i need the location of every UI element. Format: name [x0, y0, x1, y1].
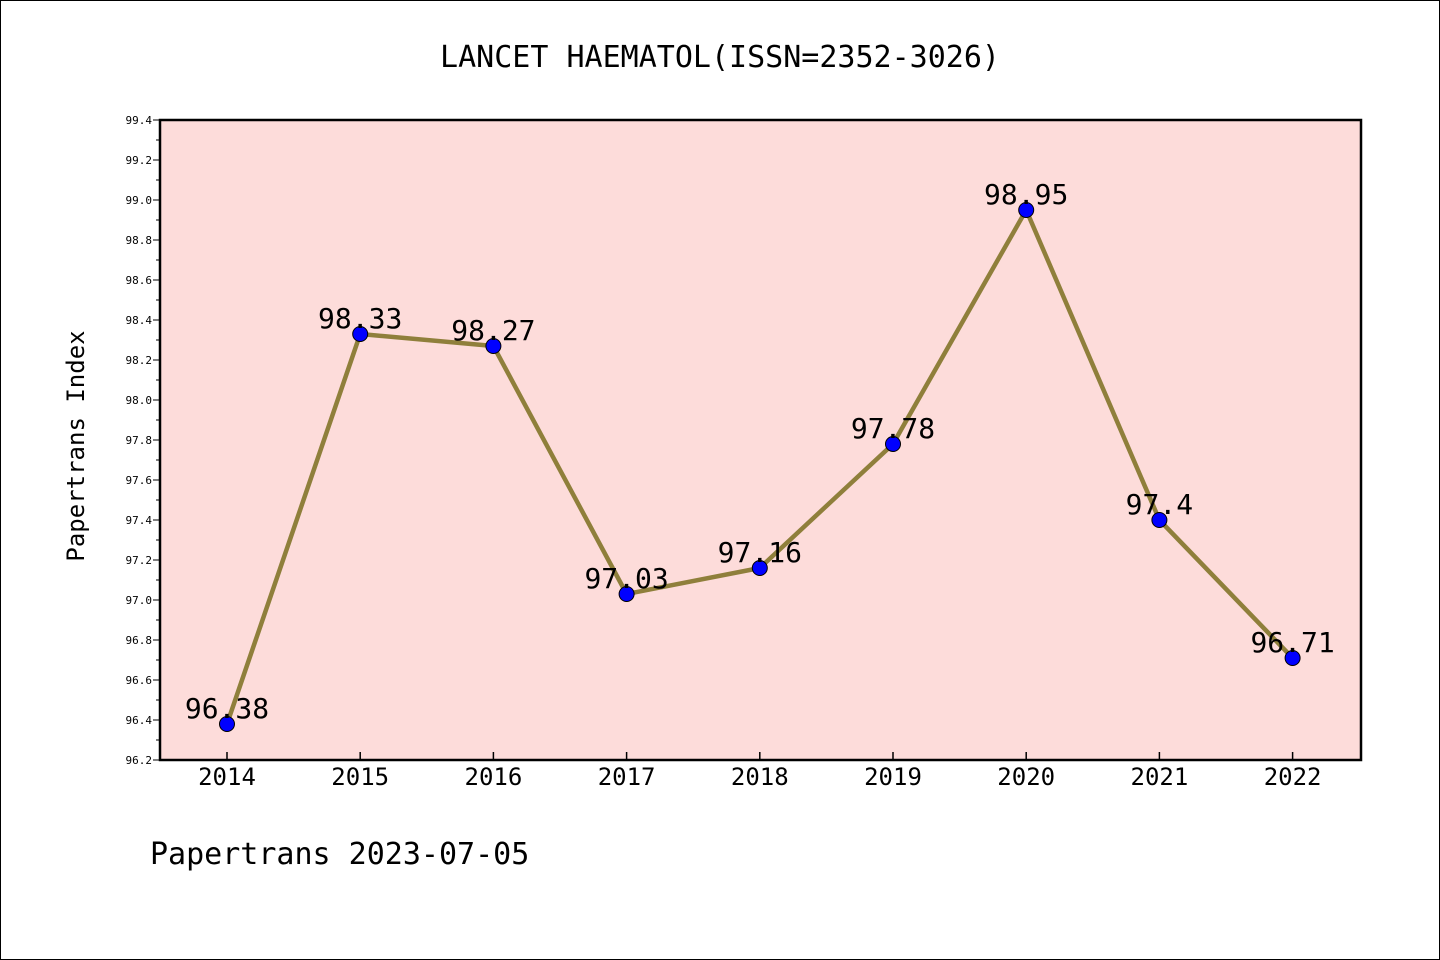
x-tick-label: 2018 — [731, 763, 789, 791]
y-tick-label: 97.0 — [126, 594, 153, 607]
y-tick-label: 98.4 — [126, 314, 153, 327]
y-tick-label: 97.4 — [126, 514, 153, 527]
data-label: 97.16 — [718, 536, 802, 569]
chart-title: LANCET HAEMATOL(ISSN=2352-3026) — [440, 40, 1000, 75]
data-label: 98.33 — [318, 302, 402, 335]
plot-area — [158, 118, 1363, 762]
series-markers — [219, 202, 1301, 732]
x-tick-label: 2020 — [997, 763, 1055, 791]
y-tick-label: 96.4 — [126, 714, 153, 727]
data-label: 97.4 — [1126, 488, 1193, 521]
y-tick-label: 97.6 — [126, 474, 153, 487]
data-point — [885, 436, 901, 452]
x-axis: 2014 2015 2016 2017 2018 2019 2020 2021 2022 — [198, 752, 1321, 791]
y-tick-label: 96.6 — [126, 674, 153, 687]
y-tick-label: 96.8 — [126, 634, 153, 647]
data-point — [1284, 650, 1301, 666]
data-point — [1151, 512, 1168, 528]
data-point — [485, 338, 502, 354]
data-point — [1018, 202, 1035, 218]
y-axis: 96.2 96.4 96.6 96.8 97.0 97.2 97.4 97.6 97.8 98.0… — [126, 114, 160, 767]
y-tick-label: 98.2 — [126, 354, 153, 367]
data-label: 97.78 — [851, 412, 935, 445]
y-tick-label: 99.4 — [126, 114, 153, 127]
y-tick-label: 99.0 — [126, 194, 153, 207]
y-tick-label: 99.2 — [126, 154, 153, 167]
data-point — [352, 326, 369, 342]
x-tick-label: 2022 — [1264, 763, 1322, 791]
x-tick-label: 2021 — [1131, 763, 1189, 791]
y-tick-label: 97.8 — [126, 434, 153, 447]
y-tick-label: 98.8 — [126, 234, 153, 247]
footer-text: Papertrans 2023-07-05 — [150, 837, 529, 872]
x-tick-label: 2019 — [864, 763, 922, 791]
data-label: 98.95 — [984, 178, 1068, 211]
y-tick-label: 98.6 — [126, 274, 153, 287]
y-tick-label: 98.0 — [126, 394, 153, 407]
data-labels: 96.38 98.33 98.27 97.03 97.16 97.78 98.95 97.4 9… — [185, 178, 1335, 725]
x-tick-label: 2016 — [465, 763, 523, 791]
data-label: 96.71 — [1250, 626, 1334, 659]
x-tick-label: 2017 — [598, 763, 656, 791]
y-tick-label: 96.2 — [126, 754, 153, 767]
data-point — [219, 716, 235, 732]
data-point — [618, 586, 635, 602]
x-tick-label: 2014 — [198, 763, 256, 791]
data-label: 97.03 — [584, 562, 668, 595]
data-label: 98.27 — [451, 314, 535, 347]
x-tick-label: 2015 — [331, 763, 389, 791]
y-axis-label: Papertrans Index — [62, 330, 90, 561]
data-point — [751, 560, 768, 576]
data-label: 96.38 — [185, 692, 269, 725]
y-tick-label: 97.2 — [126, 554, 153, 567]
